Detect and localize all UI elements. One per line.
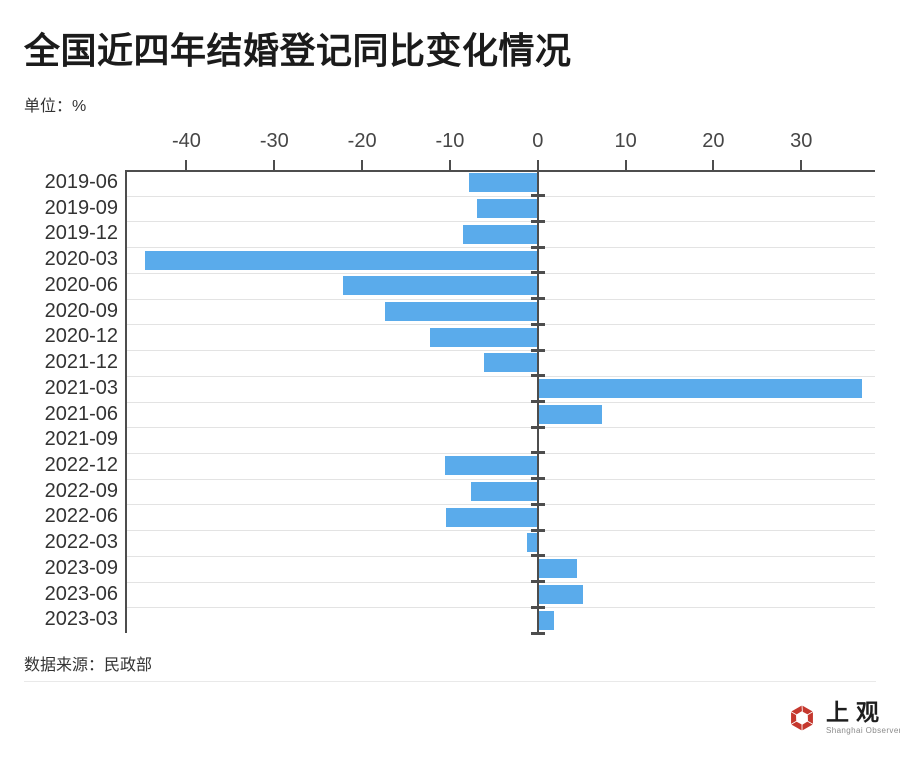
- category-label: 2023-03: [44, 608, 118, 631]
- category-label: 2021-09: [44, 428, 118, 451]
- category-label: 2021-03: [44, 376, 118, 399]
- value-bar: [463, 224, 538, 244]
- row-gridline: [125, 452, 875, 454]
- category-label: 2019-06: [44, 171, 118, 193]
- logo-name-cn: 上观: [826, 700, 886, 725]
- category-label: 2019-12: [44, 222, 118, 245]
- category-label: 2023-06: [44, 582, 118, 605]
- x-tick-label: -30: [259, 130, 289, 152]
- row-gridline: [125, 324, 875, 326]
- category-label: 2020-12: [44, 325, 118, 348]
- row-gridline: [125, 478, 875, 480]
- category-label: 2022-12: [44, 453, 118, 476]
- category-label: 2023-09: [44, 556, 118, 579]
- category-label: 2020-06: [44, 273, 118, 296]
- zero-axis-tick: [530, 348, 545, 352]
- zero-axis-tick: [530, 528, 545, 532]
- value-bar: [429, 327, 538, 347]
- row-gridline: [125, 298, 875, 300]
- row-gridline: [125, 427, 875, 429]
- row-gridline: [125, 504, 875, 506]
- zero-axis-tick: [530, 374, 545, 378]
- x-axis-tick: [800, 160, 803, 170]
- zero-axis-tick: [530, 194, 545, 198]
- footer-divider: [24, 681, 876, 682]
- category-label: 2021-12: [44, 351, 118, 374]
- category-label: 2021-06: [44, 402, 118, 425]
- x-axis-tick: [712, 160, 715, 170]
- x-axis-tick: [624, 160, 627, 170]
- unit-label: 单位：%: [24, 98, 87, 115]
- value-bar: [469, 173, 538, 193]
- zero-axis-tick: [530, 477, 545, 481]
- category-label: 2022-06: [44, 505, 118, 528]
- category-label: 2020-03: [44, 248, 118, 271]
- zero-axis-tick: [530, 502, 545, 506]
- zero-axis-tick: [530, 245, 545, 249]
- x-tick-label: -20: [347, 130, 377, 152]
- zero-axis-tick: [530, 400, 545, 403]
- row-gridline: [125, 401, 875, 403]
- value-bar: [444, 456, 538, 476]
- row-gridline: [125, 530, 875, 532]
- row-gridline: [125, 195, 875, 197]
- zero-axis-tick: [530, 271, 545, 275]
- value-bar: [484, 353, 538, 373]
- value-bar: [445, 507, 538, 527]
- source-label: 数据来源：民政部: [24, 657, 153, 674]
- category-label: 2022-03: [44, 531, 118, 554]
- zero-axis-tick: [530, 451, 545, 455]
- value-bar: [537, 379, 862, 399]
- logo-icon-blade: [789, 704, 803, 716]
- zero-axis-tick: [530, 580, 545, 584]
- shanghai-observer-logo: 上观 Shanghai Observer: [787, 701, 900, 735]
- x-axis-line: [125, 170, 875, 172]
- x-axis-tick: [185, 160, 188, 170]
- value-bar: [527, 533, 538, 553]
- zero-axis-tick: [530, 297, 545, 301]
- zero-axis-tick: [530, 554, 545, 558]
- x-tick-label: -40: [172, 130, 201, 152]
- row-gridline: [125, 375, 875, 377]
- row-gridline: [125, 607, 875, 609]
- value-bar: [537, 610, 554, 630]
- value-bar: [145, 250, 538, 270]
- value-bar: [537, 559, 578, 579]
- zero-axis-tick: [530, 425, 545, 429]
- y-axis-line: [125, 170, 127, 633]
- x-axis-tick: [273, 160, 276, 170]
- value-bar: [342, 276, 538, 296]
- value-bar: [384, 301, 538, 321]
- row-gridline: [125, 350, 875, 352]
- logo-name-en: Shanghai Observer: [826, 726, 900, 735]
- zero-axis-tick: [530, 219, 545, 223]
- x-axis-tick: [448, 160, 451, 170]
- page-title: 全国近四年结婚登记同比变化情况: [24, 30, 572, 71]
- zero-axis-tick: [530, 631, 545, 635]
- x-axis-tick: [536, 160, 539, 170]
- value-bar: [537, 584, 584, 604]
- row-gridline: [125, 247, 875, 249]
- row-gridline: [125, 555, 875, 557]
- value-bar: [471, 482, 538, 502]
- row-gridline: [125, 221, 875, 223]
- row-gridline: [125, 272, 875, 274]
- bar-chart: -40 -30 -20 -10 0 10 20 30 2019-06 2019-09 2019-12…: [45, 130, 875, 635]
- aperture-logo-icon: [789, 704, 815, 732]
- row-gridline: [125, 581, 875, 583]
- value-bar: [537, 404, 602, 424]
- x-tick-label: 0: [532, 130, 544, 152]
- zero-axis-tick: [530, 605, 545, 609]
- x-tick-label: -10: [435, 130, 465, 152]
- category-label: 2022-09: [44, 479, 118, 502]
- x-axis-tick: [361, 160, 364, 170]
- x-tick-label: 20: [702, 130, 725, 152]
- zero-axis-tick: [530, 322, 545, 326]
- x-tick-label: 30: [790, 130, 813, 152]
- x-tick-label: 10: [614, 130, 637, 152]
- value-bar: [477, 199, 538, 219]
- category-label: 2020-09: [44, 299, 118, 322]
- category-label: 2019-09: [44, 196, 118, 219]
